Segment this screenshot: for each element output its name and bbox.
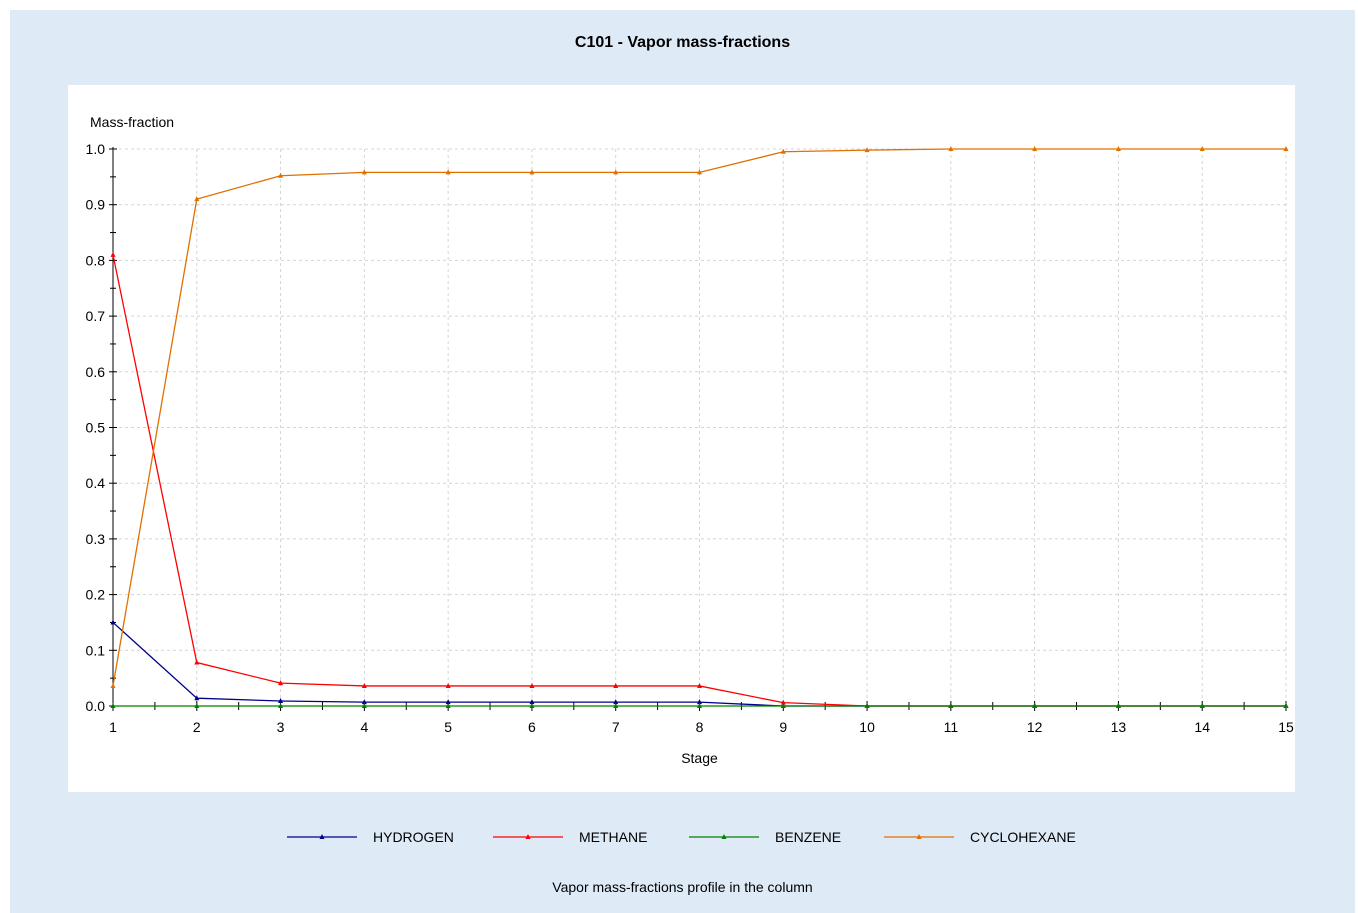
- data-point-cyclohexane: [1283, 146, 1289, 151]
- data-point-benzene: [278, 703, 284, 708]
- x-tick-label: 8: [696, 719, 704, 735]
- x-tick-label: 15: [1278, 719, 1294, 735]
- legend-item-hydrogen: HYDROGEN: [287, 826, 454, 848]
- data-point-benzene: [1283, 703, 1289, 708]
- y-axis-label: Mass-fraction: [90, 114, 174, 130]
- data-point-cyclohexane: [445, 169, 451, 175]
- x-tick-label: 11: [944, 719, 959, 735]
- data-point-cyclohexane: [613, 169, 619, 175]
- x-tick-label: 6: [528, 719, 536, 735]
- x-axis-label: Stage: [681, 750, 718, 766]
- legend-marker: [319, 834, 325, 839]
- legend-swatch: [689, 834, 759, 839]
- data-point-cyclohexane: [948, 146, 954, 151]
- data-point-benzene: [697, 703, 702, 708]
- y-tick-label: 0.5: [86, 420, 106, 436]
- data-point-hydrogen: [194, 695, 200, 701]
- legend-swatch: [884, 834, 954, 839]
- legend-swatch: [493, 834, 563, 839]
- chart-title: C101 - Vapor mass-fractions: [574, 34, 791, 51]
- data-point-cyclohexane: [1199, 146, 1205, 151]
- data-point-hydrogen: [278, 697, 284, 703]
- plot-panel: [68, 85, 1295, 792]
- data-point-methane: [361, 682, 367, 688]
- x-tick-label: 14: [1194, 719, 1210, 735]
- data-point-cyclohexane: [1115, 146, 1121, 151]
- chart-caption: Vapor mass-fractions profile in the colu…: [552, 879, 813, 895]
- y-tick-label: 0.3: [86, 531, 106, 547]
- data-point-hydrogen: [361, 699, 367, 705]
- chart-frame: C101 - Vapor mass-fractions HYDROGEN METH…: [10, 10, 1355, 913]
- data-point-cyclohexane: [361, 169, 367, 175]
- data-point-benzene: [1032, 703, 1038, 708]
- data-point-benzene: [445, 703, 451, 708]
- data-point-benzene: [613, 703, 619, 708]
- data-point-benzene: [864, 703, 870, 708]
- data-point-cyclohexane: [780, 148, 786, 154]
- data-point-cyclohexane: [110, 682, 116, 688]
- x-tick-label: 1: [109, 719, 117, 735]
- legend-marker: [525, 834, 531, 839]
- x-tick-label: 7: [612, 719, 620, 735]
- data-point-benzene: [361, 703, 367, 708]
- x-tick-label: 9: [779, 719, 787, 735]
- y-tick-label: 0.0: [86, 698, 106, 714]
- y-tick-label: 0.8: [86, 252, 106, 268]
- y-tick-label: 1.0: [86, 141, 106, 157]
- data-point-methane: [194, 659, 200, 665]
- y-tick-label: 0.1: [86, 642, 106, 658]
- x-tick-label: 12: [1027, 719, 1043, 735]
- legend-item-benzene: BENZENE: [689, 826, 841, 848]
- data-point-cyclohexane: [194, 196, 200, 202]
- data-point-benzene: [948, 703, 954, 708]
- data-point-benzene: [529, 703, 535, 708]
- data-point-hydrogen: [697, 699, 702, 705]
- data-point-methane: [529, 682, 535, 688]
- legend-item-methane: METHANE: [493, 826, 647, 848]
- x-tick-label: 3: [277, 719, 285, 735]
- y-tick-label: 0.9: [86, 197, 106, 213]
- data-point-hydrogen: [445, 699, 451, 705]
- x-tick-label: 5: [444, 719, 452, 735]
- data-point-benzene: [110, 703, 116, 708]
- data-point-cyclohexane: [529, 169, 535, 175]
- legend-label: HYDROGEN: [373, 829, 454, 845]
- x-tick-label: 10: [859, 719, 875, 735]
- series-line-hydrogen: [112, 621, 1286, 707]
- legend-label: CYCLOHEXANE: [970, 829, 1076, 845]
- data-point-cyclohexane: [1032, 146, 1038, 151]
- legend-swatch: [287, 834, 357, 839]
- y-tick-label: 0.2: [86, 587, 106, 603]
- x-tick-label: 13: [1111, 719, 1127, 735]
- legend-item-cyclohexane: CYCLOHEXANE: [884, 826, 1076, 848]
- data-point-hydrogen: [110, 619, 116, 625]
- data-point-hydrogen: [613, 699, 619, 705]
- data-point-cyclohexane: [697, 169, 702, 175]
- data-point-methane: [278, 680, 284, 686]
- data-point-methane: [613, 682, 619, 688]
- data-point-hydrogen: [529, 699, 535, 705]
- y-tick-label: 0.6: [86, 364, 106, 380]
- data-point-methane: [445, 682, 451, 688]
- data-point-methane: [780, 699, 786, 705]
- data-point-benzene: [1115, 703, 1121, 708]
- legend: HYDROGEN METHANE BENZENE CYCLOHEXANE: [10, 826, 1355, 848]
- legend-label: BENZENE: [775, 829, 842, 845]
- data-point-cyclohexane: [864, 147, 870, 153]
- legend-label: METHANE: [579, 829, 648, 845]
- legend-marker: [721, 834, 727, 839]
- data-point-methane: [110, 251, 116, 257]
- data-point-methane: [697, 682, 702, 688]
- data-point-benzene: [1199, 703, 1205, 708]
- data-point-cyclohexane: [278, 172, 284, 178]
- y-tick-label: 0.7: [86, 308, 106, 324]
- data-point-benzene: [780, 703, 786, 708]
- legend-marker: [916, 834, 922, 839]
- x-tick-label: 2: [193, 719, 201, 735]
- y-tick-label: 0.4: [86, 475, 106, 491]
- x-tick-label: 4: [360, 719, 368, 735]
- data-point-benzene: [194, 703, 200, 708]
